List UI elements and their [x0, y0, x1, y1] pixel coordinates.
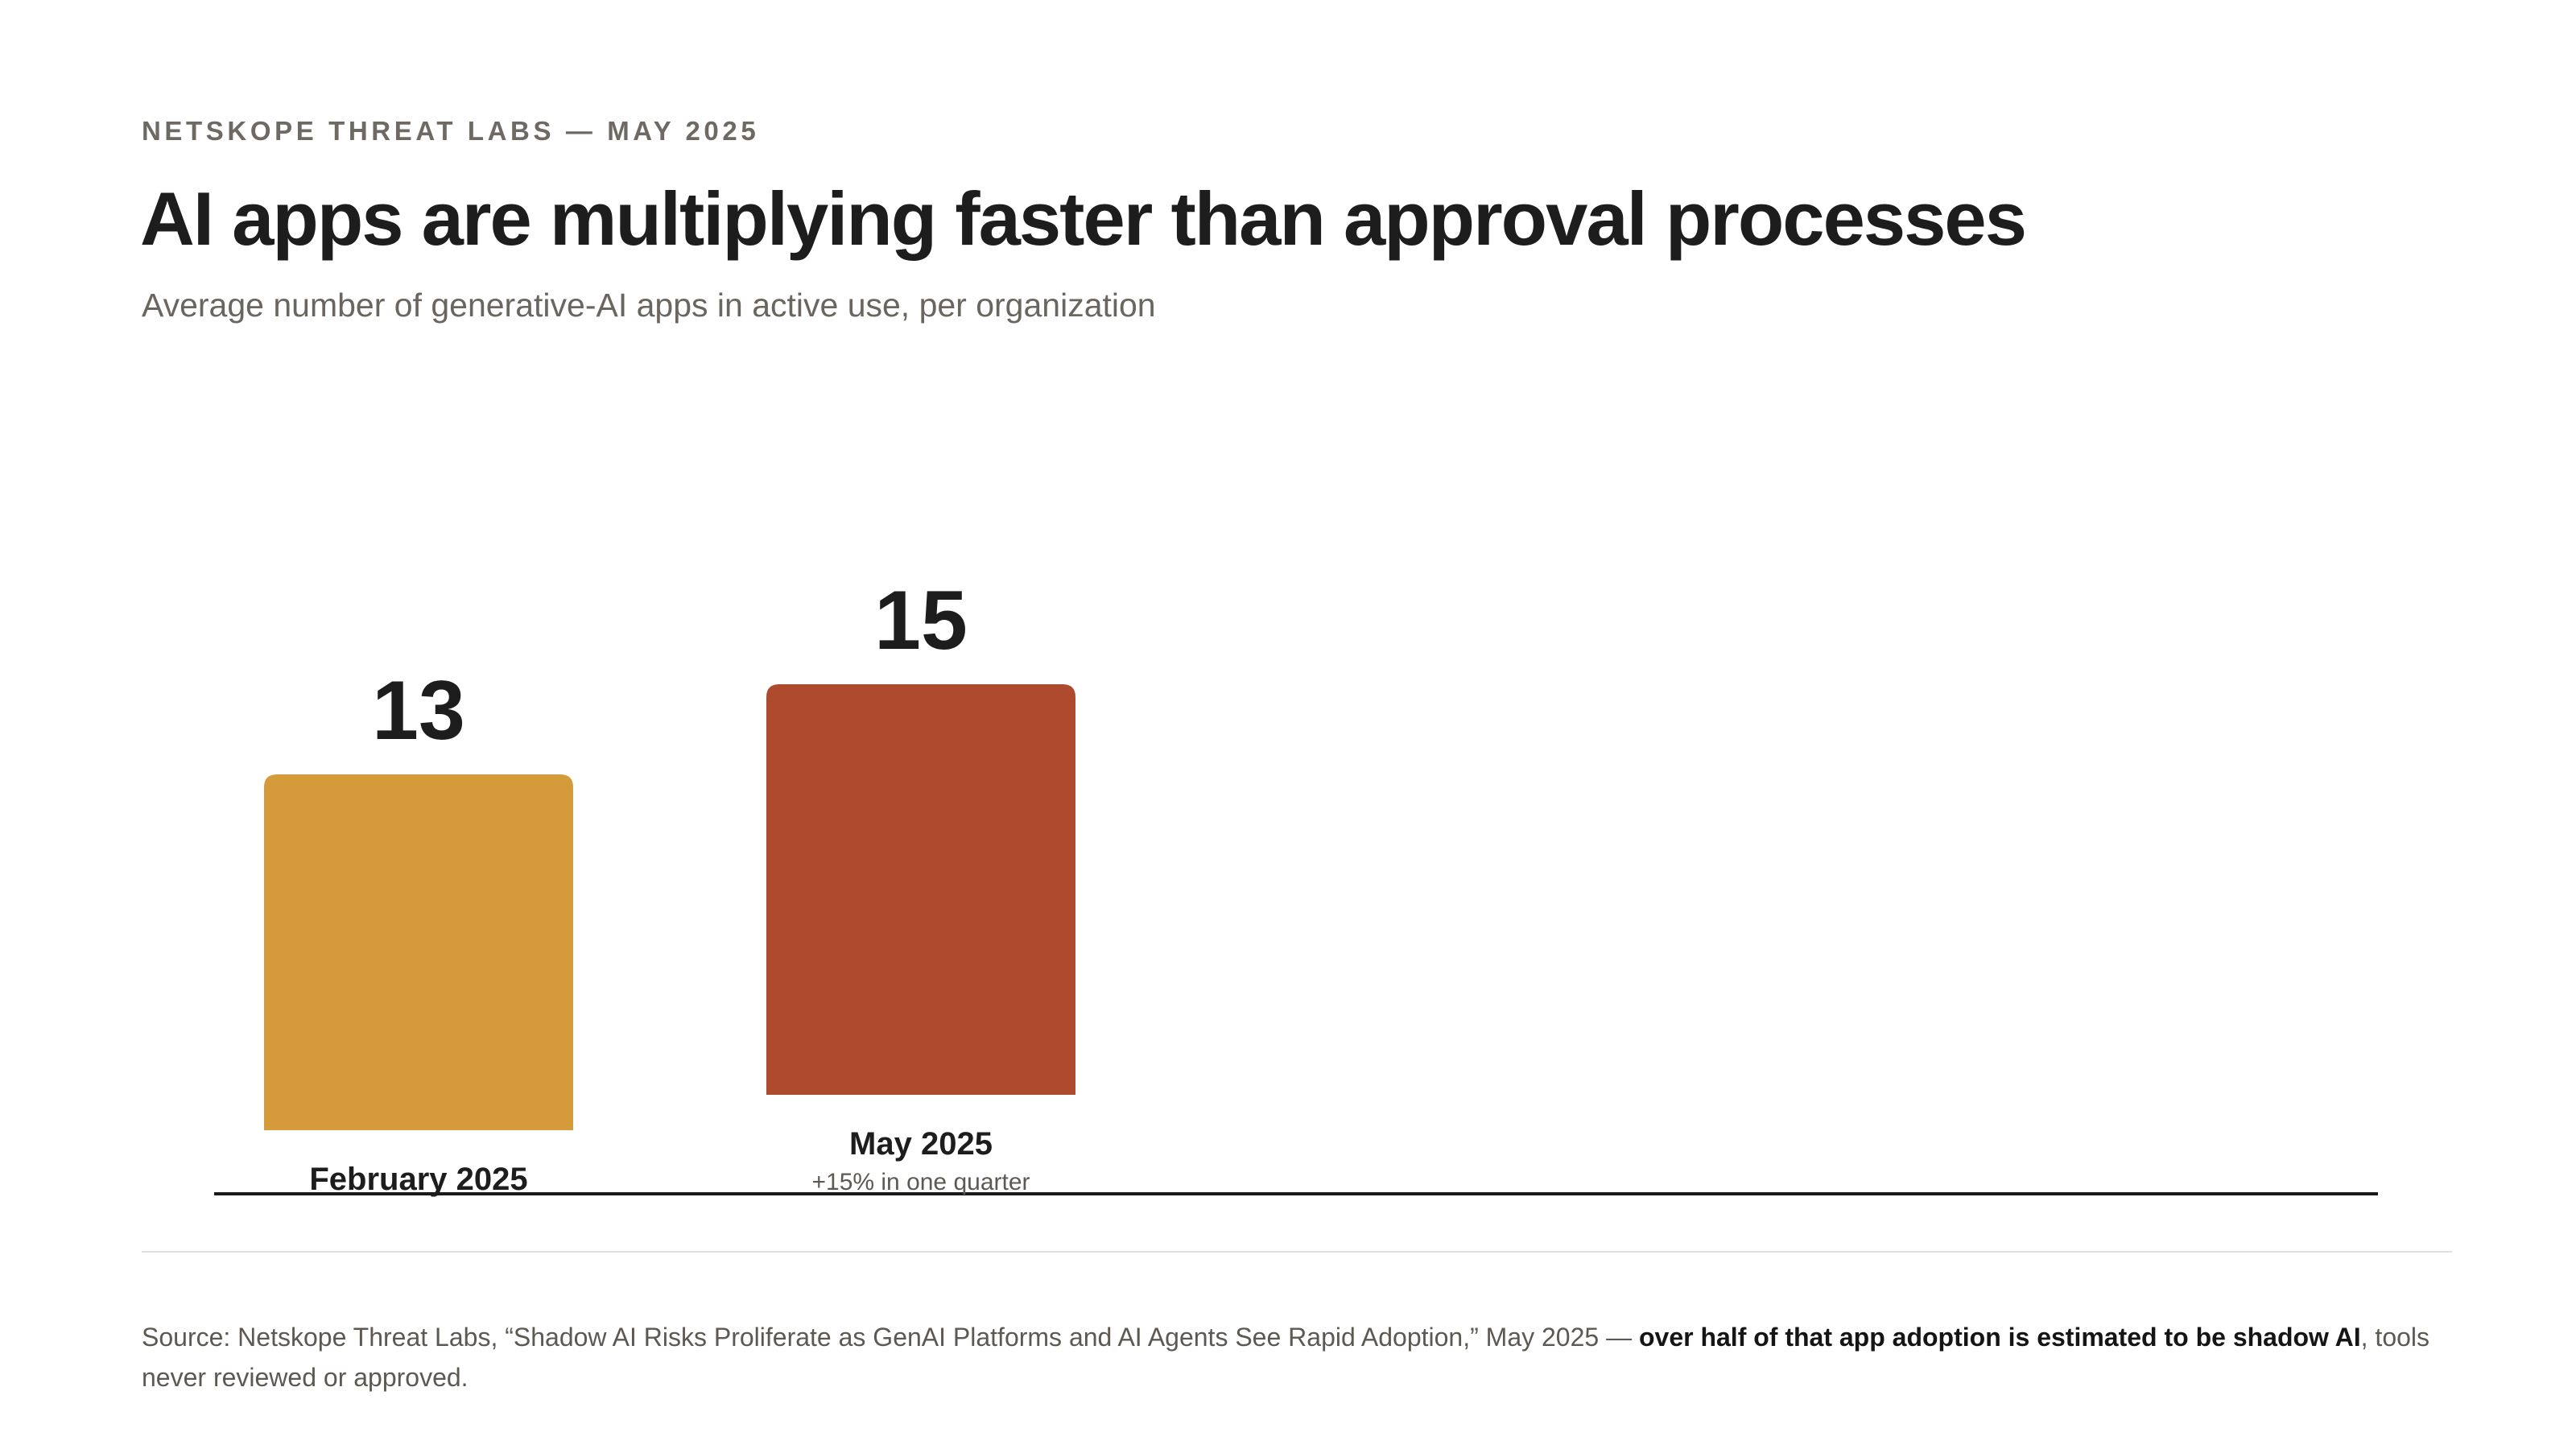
bar-annotation: +15% in one quarter	[811, 1169, 1030, 1195]
category-label: February 2025	[309, 1162, 527, 1197]
category-label: May 2025	[849, 1126, 993, 1162]
bar-2	[766, 684, 1075, 1095]
chart-subtitle: Average number of generative-AI apps in …	[142, 287, 1156, 324]
bar-value-label: 15	[874, 574, 968, 667]
chart-title: AI apps are multiplying faster than appr…	[140, 176, 2027, 261]
source-note: Source: Netskope Threat Labs, “Shadow AI…	[142, 1317, 2460, 1397]
eyebrow-label: NETSKOPE THREAT LABS — MAY 2025	[142, 116, 760, 146]
bar-value-label: 13	[372, 664, 465, 758]
source-emphasis: over half of that app adoption is estima…	[1638, 1323, 2361, 1352]
bar-1	[264, 774, 573, 1130]
source-tail: , tools never reviewed or approved.	[142, 1323, 2430, 1392]
footer-divider	[142, 1251, 2452, 1253]
source-text: Source: Netskope Threat Labs, “Shadow AI…	[142, 1323, 1639, 1352]
